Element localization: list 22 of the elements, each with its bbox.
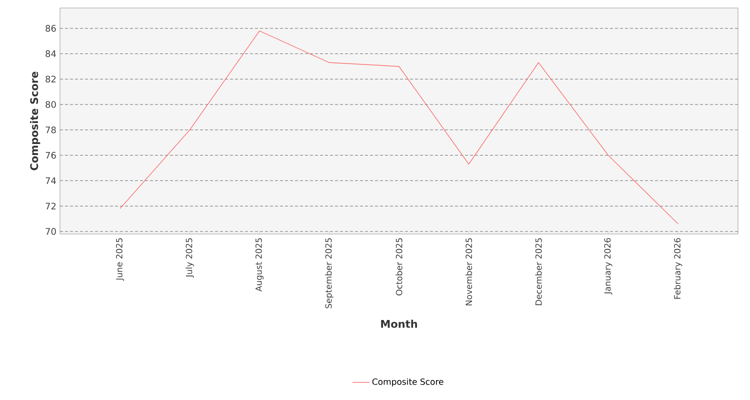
y-tick-label: 78 <box>46 126 56 134</box>
x-axis-title: Month <box>381 320 417 328</box>
y-tick-label: 84 <box>46 50 56 58</box>
legend-label: Composite Score <box>372 378 444 387</box>
y-tick-label: 70 <box>46 228 56 235</box>
x-tick-label: June 2025 <box>116 238 124 281</box>
x-tick-label: February 2026 <box>674 238 682 299</box>
line-series <box>120 30 678 224</box>
x-tick-label: November 2025 <box>465 238 472 306</box>
x-tick-label: December 2025 <box>535 238 542 306</box>
y-tick-label: 86 <box>46 24 56 32</box>
x-tick-label: July 2025 <box>186 238 194 278</box>
y-tick-label: 72 <box>46 202 56 210</box>
y-tick-label: 74 <box>46 177 56 184</box>
y-tick-label: 76 <box>46 152 56 159</box>
y-tick-label: 82 <box>46 76 56 83</box>
x-tick-label: August 2025 <box>255 238 264 292</box>
y-axis-title: Composite Score <box>30 72 40 170</box>
y-tick-label: 80 <box>46 101 56 108</box>
x-tick-label: October 2025 <box>396 238 402 296</box>
x-tick-label: January 2026 <box>604 238 612 295</box>
x-tick-label: September 2025 <box>325 238 334 308</box>
